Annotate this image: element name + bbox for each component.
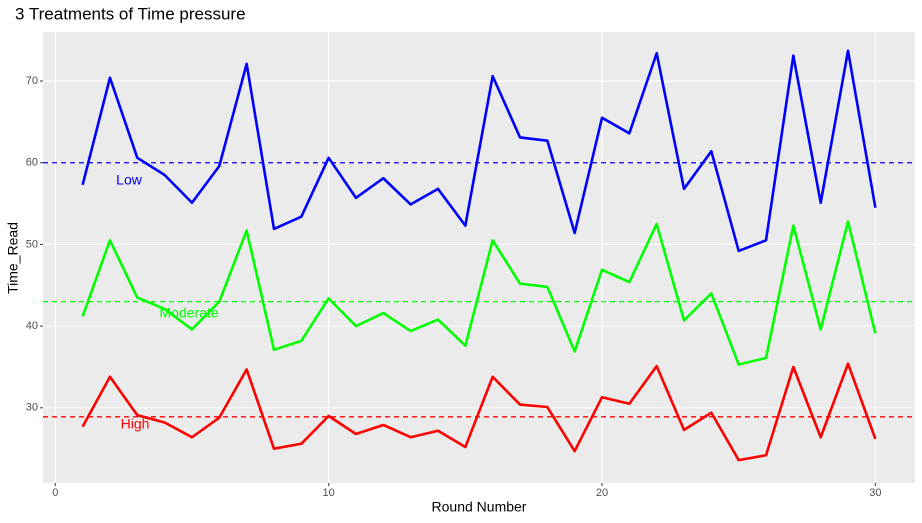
series-line — [81, 220, 877, 366]
y-tick-label: 30 — [26, 402, 38, 414]
x-tick-label: 30 — [869, 487, 881, 499]
y-axis-title: Time_Read — [5, 222, 21, 294]
y-tick-label: 50 — [26, 238, 38, 250]
x-tick-label: 0 — [52, 487, 58, 499]
x-axis-title: Round Number — [432, 499, 527, 515]
series-label: Moderate — [159, 305, 218, 321]
x-tick-label: 20 — [596, 487, 608, 499]
series-label: High — [121, 416, 150, 432]
chart-title: 3 Treatments of Time pressure — [15, 4, 246, 23]
series-label: Low — [116, 172, 143, 188]
y-tick-label: 70 — [26, 75, 38, 87]
y-tick-label: 40 — [26, 320, 38, 332]
series-line — [81, 49, 877, 253]
y-tick-label: 60 — [26, 157, 38, 169]
series-line — [81, 362, 877, 462]
x-tick-label: 10 — [323, 487, 335, 499]
